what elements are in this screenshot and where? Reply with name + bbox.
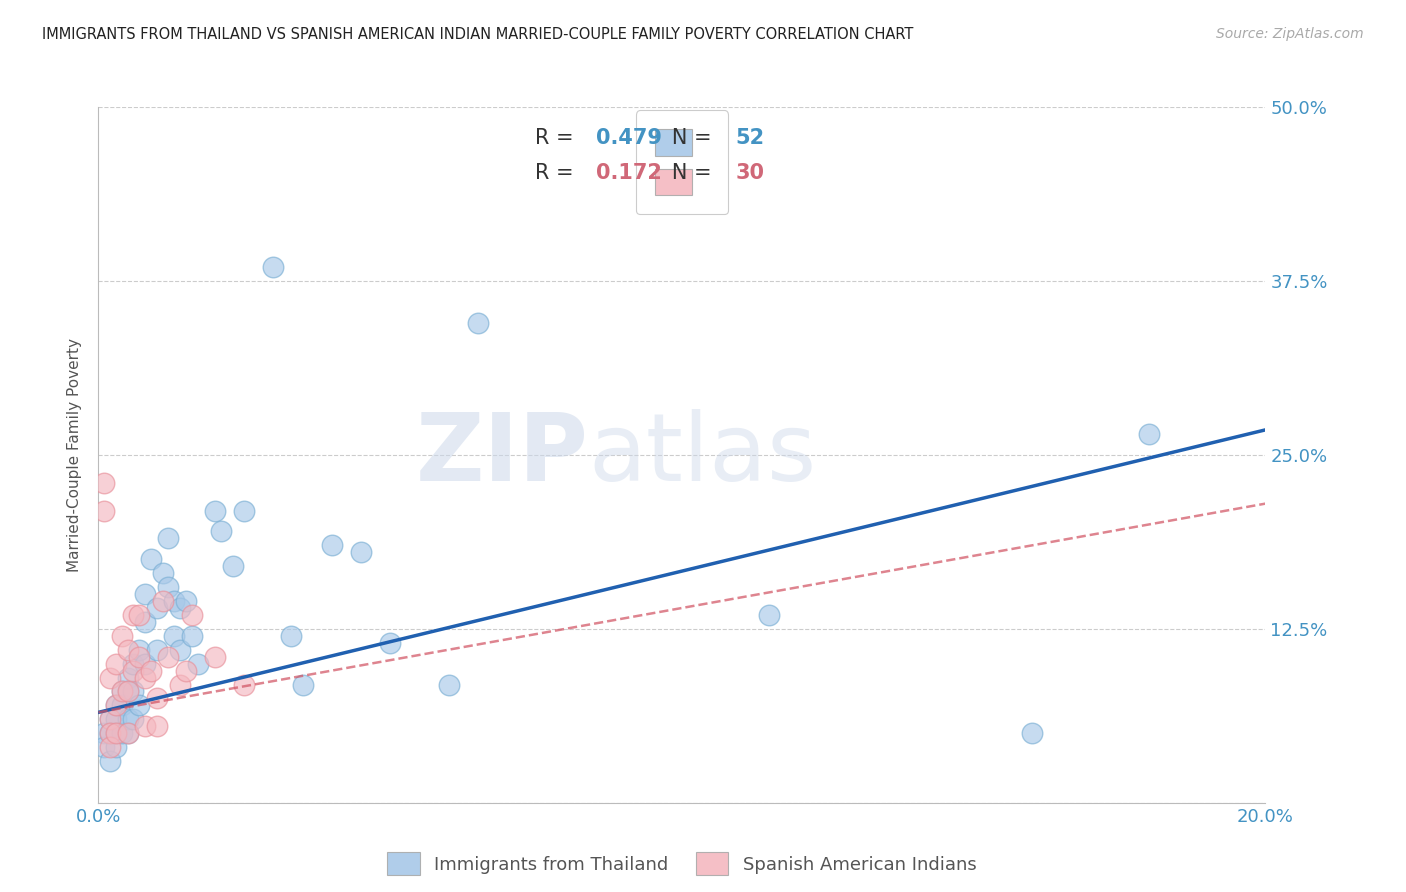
Point <box>128 698 150 713</box>
Point <box>128 642 150 657</box>
Point <box>758 607 780 622</box>
Y-axis label: Married-Couple Family Poverty: Married-Couple Family Poverty <box>67 338 83 572</box>
Point <box>146 719 169 733</box>
Text: Source: ZipAtlas.com: Source: ZipAtlas.com <box>1216 27 1364 41</box>
Point <box>280 629 302 643</box>
Point <box>139 552 162 566</box>
Point <box>180 629 202 643</box>
Point <box>157 580 180 594</box>
Point <box>128 607 150 622</box>
Point <box>321 538 343 552</box>
Text: N =: N = <box>651 128 718 148</box>
Point <box>152 594 174 608</box>
Point <box>104 698 127 713</box>
Point <box>204 649 226 664</box>
Point <box>350 545 373 559</box>
Point <box>221 559 243 574</box>
Point <box>169 677 191 691</box>
Point <box>117 671 139 685</box>
Point <box>134 719 156 733</box>
Point <box>204 503 226 517</box>
Point <box>134 587 156 601</box>
Text: 0.479: 0.479 <box>596 128 662 148</box>
Text: ZIP: ZIP <box>416 409 589 501</box>
Text: atlas: atlas <box>589 409 817 501</box>
Point <box>169 642 191 657</box>
Point <box>163 594 186 608</box>
Point <box>378 636 402 650</box>
Point <box>104 726 127 740</box>
Point <box>163 629 186 643</box>
Point <box>122 664 145 678</box>
Text: 0.172: 0.172 <box>596 163 661 183</box>
Point <box>1137 427 1160 442</box>
Legend: Immigrants from Thailand, Spanish American Indians: Immigrants from Thailand, Spanish Americ… <box>378 843 986 884</box>
Point <box>122 684 145 698</box>
Point <box>233 503 256 517</box>
Text: N =: N = <box>651 163 718 183</box>
Point <box>180 607 202 622</box>
Point <box>111 629 134 643</box>
Point <box>98 726 121 740</box>
Point <box>117 684 139 698</box>
Point <box>93 503 115 517</box>
Point <box>104 698 127 713</box>
Point <box>104 740 127 755</box>
Text: 52: 52 <box>735 128 765 148</box>
Point <box>98 712 121 726</box>
Point <box>111 698 134 713</box>
Point <box>139 664 162 678</box>
Point <box>128 649 150 664</box>
Point <box>437 677 460 691</box>
Point <box>146 601 169 615</box>
Point <box>233 677 256 691</box>
Point <box>169 601 191 615</box>
Point <box>1021 726 1043 740</box>
Point <box>146 691 169 706</box>
Point <box>122 712 145 726</box>
Point <box>146 642 169 657</box>
Point <box>134 615 156 629</box>
Point <box>93 475 115 490</box>
Point <box>117 726 139 740</box>
Point <box>117 712 139 726</box>
Point <box>98 740 121 755</box>
Point <box>134 657 156 671</box>
Text: 30: 30 <box>735 163 765 183</box>
Point <box>157 532 180 546</box>
Point <box>117 642 139 657</box>
Text: R =: R = <box>534 163 581 183</box>
Point <box>122 657 145 671</box>
Point <box>98 726 121 740</box>
Point <box>111 726 134 740</box>
Text: IMMIGRANTS FROM THAILAND VS SPANISH AMERICAN INDIAN MARRIED-COUPLE FAMILY POVERT: IMMIGRANTS FROM THAILAND VS SPANISH AMER… <box>42 27 914 42</box>
Point <box>262 260 284 274</box>
Point <box>111 684 134 698</box>
Point <box>104 657 127 671</box>
Point <box>291 677 314 691</box>
Point <box>152 566 174 581</box>
Point <box>157 649 180 664</box>
Point <box>187 657 209 671</box>
Point <box>209 524 232 539</box>
Point <box>93 726 115 740</box>
Point <box>117 726 139 740</box>
Point <box>104 726 127 740</box>
Point <box>174 594 197 608</box>
Point <box>174 664 197 678</box>
Text: R =: R = <box>534 128 581 148</box>
Point <box>122 607 145 622</box>
Point <box>104 712 127 726</box>
Point <box>117 684 139 698</box>
Point <box>98 712 121 726</box>
Point <box>111 684 134 698</box>
Point <box>98 671 121 685</box>
Point <box>93 740 115 755</box>
Point <box>467 316 489 330</box>
Point <box>98 754 121 768</box>
Point <box>134 671 156 685</box>
